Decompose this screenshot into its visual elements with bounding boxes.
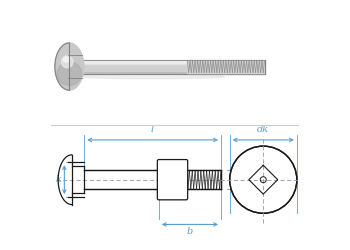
Text: l: l [151, 126, 154, 134]
Circle shape [230, 146, 297, 213]
Bar [51, 125, 299, 249]
Bar [82, 71, 265, 74]
Ellipse shape [55, 43, 84, 90]
Bar [82, 61, 265, 63]
Bar [69, 72, 82, 76]
Ellipse shape [78, 74, 225, 79]
Bar [69, 57, 82, 64]
Text: dk: dk [257, 126, 269, 134]
Ellipse shape [57, 62, 82, 86]
Bar [84, 170, 221, 189]
Ellipse shape [64, 57, 69, 62]
Bar [69, 57, 82, 76]
Text: d: d [239, 170, 245, 179]
Bar [82, 62, 265, 71]
Bar [188, 60, 265, 74]
FancyBboxPatch shape [158, 160, 188, 200]
Text: b: b [187, 228, 193, 236]
Ellipse shape [61, 56, 73, 68]
Bar [82, 60, 265, 64]
Text: k: k [55, 175, 61, 184]
